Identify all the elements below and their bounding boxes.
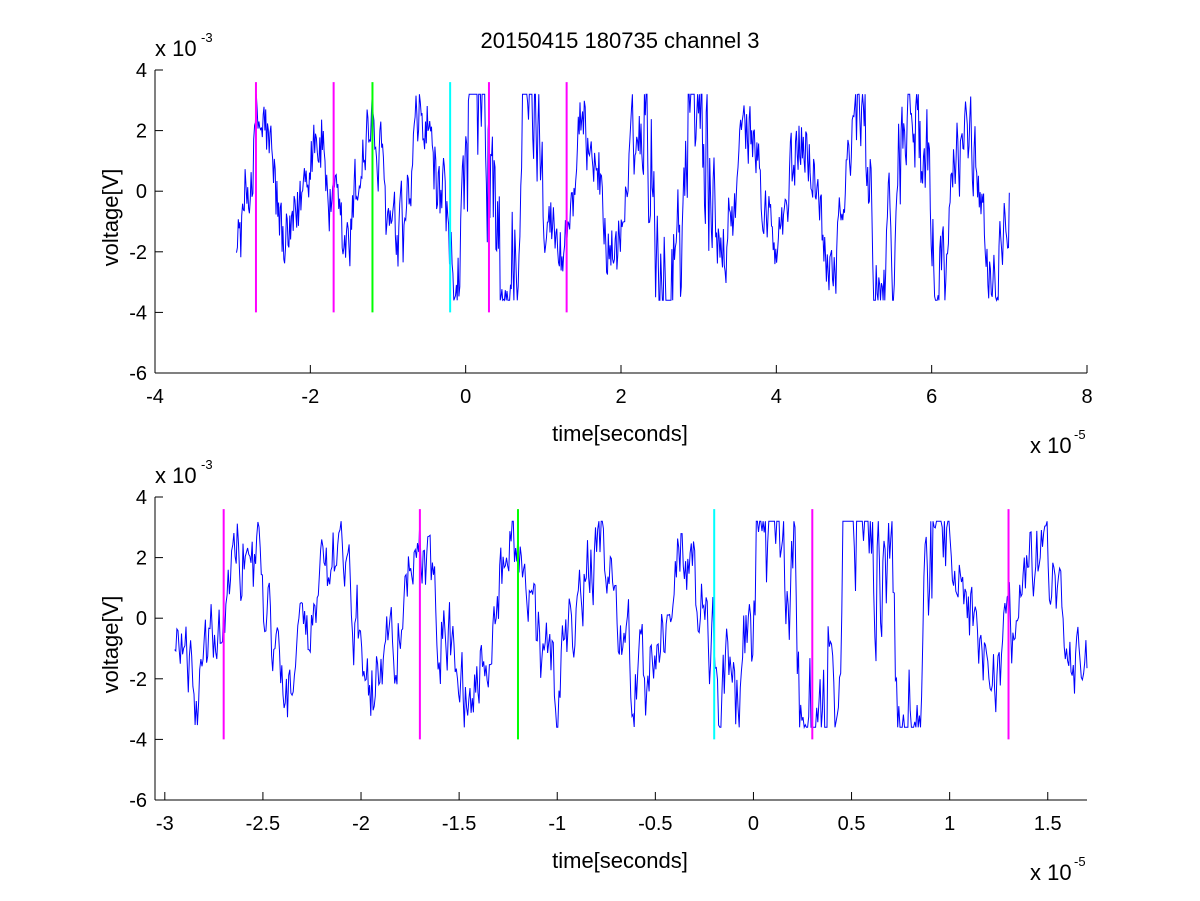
- x-axis-label: time[seconds]: [552, 848, 688, 873]
- y-exponent-label: x 10: [155, 463, 197, 488]
- top-axes: -4 -2 0 2 4 6 8-6-4-2024time[seconds]voltage[V…: [98, 30, 1093, 458]
- y-tick-label: -6: [129, 790, 147, 812]
- x-tick-label: -1.5: [442, 813, 476, 835]
- x-tick-label: 0: [748, 813, 759, 835]
- x-tick-label: -1: [548, 813, 566, 835]
- voltage-trace: [236, 93, 1010, 303]
- x-tick-label: 0: [460, 386, 471, 408]
- y-exponent-power: -3: [201, 457, 213, 472]
- y-tick-label: 0: [136, 181, 147, 203]
- bottom-axes: -3 -2.5 -2 -1.5 -1 -0.5 0 0.5 1 1.5 -6 -4 -2 0 2 4 time[…: [98, 457, 1088, 885]
- x-tick-label: 1.5: [1034, 813, 1062, 835]
- y-tick-label: 0: [136, 608, 147, 630]
- x-tick-label: -3: [156, 813, 174, 835]
- x-tick-label: -2: [352, 813, 370, 835]
- y-tick-label: -2: [129, 669, 147, 691]
- x-tick-label: -2.5: [246, 813, 280, 835]
- y-tick-label: -6: [129, 363, 147, 385]
- x-tick-label: 4: [771, 386, 782, 408]
- x-tick-label: -0.5: [638, 813, 672, 835]
- y-tick-label: -2: [129, 242, 147, 264]
- x-axis-label: time[seconds]: [552, 421, 688, 446]
- y-axis-label: voltage[V]: [98, 169, 123, 267]
- x-tick-label: 1: [944, 813, 955, 835]
- x-exponent-power: -5: [1074, 854, 1086, 869]
- x-exponent-label: x 10: [1030, 433, 1072, 458]
- y-tick-label: 4: [136, 60, 147, 82]
- y-exponent-power: -3: [201, 30, 213, 45]
- x-tick-label: -4: [146, 386, 164, 408]
- y-tick-label: -4: [129, 729, 147, 751]
- x-tick-label: 6: [926, 386, 937, 408]
- y-axis-label: voltage[V]: [98, 596, 123, 694]
- x-tick-label: 0.5: [838, 813, 866, 835]
- x-exponent-label: x 10: [1030, 860, 1072, 885]
- y-tick-label: 2: [136, 548, 147, 570]
- voltage-trace: [174, 520, 1088, 730]
- x-tick-label: 8: [1081, 386, 1092, 408]
- y-tick-label: 2: [136, 121, 147, 143]
- figure-title: 20150415 180735 channel 3: [481, 28, 760, 53]
- y-tick-label: -4: [129, 302, 147, 324]
- y-tick-label: 4: [136, 487, 147, 509]
- x-tick-label: 2: [615, 386, 626, 408]
- x-exponent-power: -5: [1074, 427, 1086, 442]
- x-tick-label: -2: [301, 386, 319, 408]
- y-exponent-label: x 10: [155, 36, 197, 61]
